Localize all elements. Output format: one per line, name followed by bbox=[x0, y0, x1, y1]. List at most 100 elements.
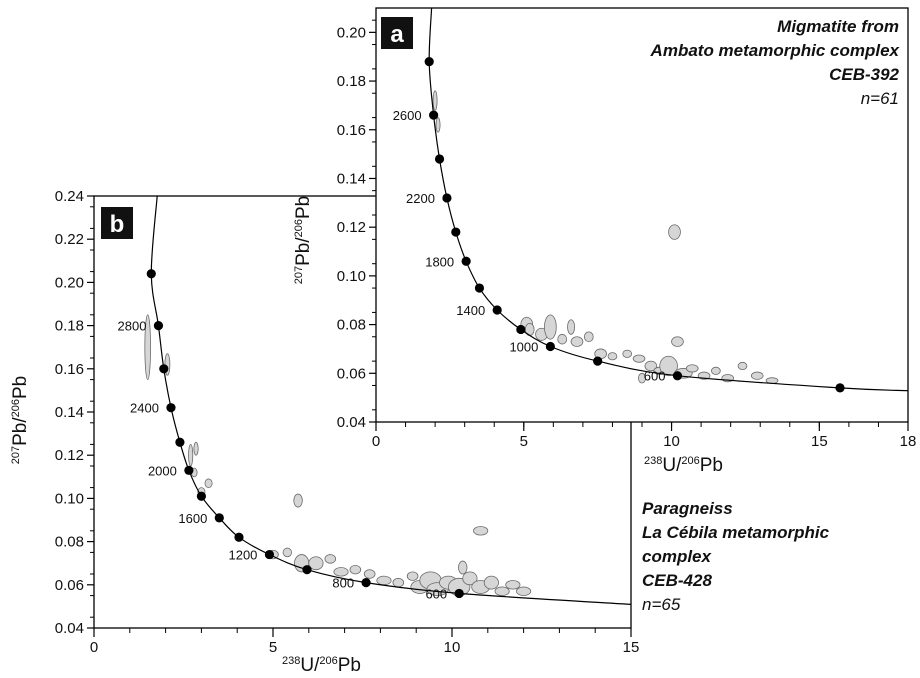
b-age-marker bbox=[361, 578, 371, 588]
b-y-tick-label: 0.20 bbox=[55, 274, 84, 291]
b-error-ellipse bbox=[282, 547, 293, 558]
panel-b-title-line: La Cébila metamorphic bbox=[642, 523, 830, 542]
a-age-marker bbox=[451, 227, 461, 237]
b-age-marker bbox=[166, 403, 176, 413]
b-age-label: 2800 bbox=[118, 319, 147, 334]
b-y-tick-label: 0.24 bbox=[55, 188, 84, 205]
b-error-ellipse bbox=[324, 554, 337, 564]
b-error-ellipse bbox=[458, 560, 468, 575]
a-error-ellipse bbox=[659, 355, 678, 377]
panel-b-y-axis-label: 207Pb/206Pb bbox=[10, 376, 31, 465]
b-error-ellipse bbox=[308, 556, 324, 571]
a-error-ellipse bbox=[432, 90, 438, 111]
a-x-tick-label: 0 bbox=[372, 433, 380, 450]
panel-b-n-label: n=65 bbox=[642, 595, 681, 614]
a-age-marker bbox=[429, 110, 439, 120]
panel-a-age-markers: 2600 2200 1800 1400 1000 600 bbox=[393, 56, 845, 393]
b-x-tick-label: 15 bbox=[623, 639, 640, 656]
a-age-label: 2200 bbox=[406, 191, 435, 206]
b-age-marker bbox=[302, 565, 312, 575]
a-y-tick-label: 0.04 bbox=[337, 414, 366, 431]
a-y-tick-label: 0.10 bbox=[337, 268, 366, 285]
b-y-tick-label: 0.14 bbox=[55, 404, 84, 421]
panel-b-letter: b bbox=[110, 211, 125, 238]
b-x-tick-label: 5 bbox=[269, 639, 277, 656]
b-error-ellipse bbox=[376, 575, 392, 586]
panel-a-title-line: Ambato metamorphic complex bbox=[650, 41, 901, 60]
a-age-marker bbox=[593, 356, 603, 366]
b-error-ellipse bbox=[494, 586, 510, 597]
panel-a-y-axis-label: 207Pb/206Pb bbox=[293, 196, 314, 285]
a-y-tick-label: 0.18 bbox=[337, 73, 366, 90]
a-error-ellipse bbox=[570, 336, 584, 347]
a-error-ellipse bbox=[435, 117, 441, 133]
panel-b-title-line: CEB-428 bbox=[642, 571, 712, 590]
panel-a-title-line: Migmatite from bbox=[777, 17, 899, 36]
b-age-marker bbox=[153, 321, 164, 331]
a-error-ellipse bbox=[685, 364, 699, 373]
panel-a-ellipses bbox=[432, 90, 779, 384]
b-error-ellipse bbox=[349, 564, 362, 575]
b-age-label: 600 bbox=[425, 586, 447, 601]
panel-a-x-axis-label: 238U/206Pb bbox=[644, 455, 723, 476]
a-error-ellipse bbox=[544, 314, 557, 340]
a-y-tick-label: 0.08 bbox=[337, 317, 366, 334]
b-error-ellipse bbox=[483, 575, 499, 590]
panel-b-ticks: 0 5 10 15 0.04 0.06 0.08 0.10 0.12 0.14 0.16 0.18 0.… bbox=[55, 188, 640, 656]
a-x-tick-label: 5 bbox=[520, 433, 528, 450]
a-age-marker bbox=[835, 383, 845, 393]
panel-a-letter-badge: a bbox=[381, 17, 413, 49]
b-x-tick-label: 10 bbox=[444, 639, 461, 656]
panel-a-chart: 2600 2200 1800 1400 1000 600 0 5 10 15 18 0.04 0.06… bbox=[293, 7, 917, 476]
b-y-tick-label: 0.04 bbox=[55, 620, 84, 637]
a-x-tick-label: 18 bbox=[900, 433, 917, 450]
a-error-ellipse bbox=[711, 366, 721, 375]
b-y-tick-label: 0.10 bbox=[55, 490, 84, 507]
a-age-marker bbox=[424, 56, 434, 67]
b-y-tick-label: 0.08 bbox=[55, 534, 84, 551]
a-error-ellipse bbox=[750, 371, 764, 380]
b-error-ellipse bbox=[505, 580, 521, 590]
b-age-marker bbox=[146, 269, 156, 279]
a-error-ellipse bbox=[737, 361, 748, 371]
b-error-ellipse bbox=[193, 441, 199, 456]
b-age-label: 2000 bbox=[148, 463, 177, 478]
b-age-marker bbox=[159, 364, 169, 374]
b-error-ellipse bbox=[333, 567, 349, 577]
panel-b-concordia-curve bbox=[150, 195, 632, 605]
b-age-marker bbox=[264, 549, 275, 560]
panel-b-age-markers: 2800 2400 2000 1600 1200 800 600 bbox=[118, 269, 464, 601]
panel-b-sample-annotation: Paragneiss La Cébila metamorphic complex… bbox=[642, 499, 830, 614]
a-age-label: 600 bbox=[644, 369, 666, 384]
b-error-ellipse bbox=[516, 586, 532, 597]
a-age-marker bbox=[461, 256, 471, 266]
b-y-tick-label: 0.12 bbox=[55, 447, 84, 464]
a-error-ellipse bbox=[644, 360, 658, 372]
a-age-label: 2600 bbox=[393, 108, 422, 123]
b-age-label: 800 bbox=[332, 576, 354, 591]
b-age-marker bbox=[184, 465, 194, 475]
b-age-marker bbox=[196, 491, 206, 501]
a-error-ellipse bbox=[671, 336, 684, 347]
b-age-label: 1200 bbox=[228, 548, 257, 563]
a-age-marker bbox=[474, 283, 485, 293]
b-age-marker bbox=[454, 588, 464, 599]
b-age-marker bbox=[234, 532, 244, 542]
b-error-ellipse bbox=[462, 571, 478, 586]
panel-b-title-line: complex bbox=[642, 547, 713, 566]
a-x-tick-label: 10 bbox=[663, 433, 680, 450]
a-age-label: 1800 bbox=[425, 254, 454, 269]
b-y-tick-label: 0.22 bbox=[55, 231, 84, 248]
panel-a-letter: a bbox=[390, 21, 404, 48]
b-age-label: 1600 bbox=[178, 511, 207, 526]
b-error-ellipse bbox=[363, 569, 376, 579]
b-error-ellipse bbox=[392, 577, 405, 588]
b-error-ellipse bbox=[406, 571, 419, 581]
a-error-ellipse bbox=[622, 349, 633, 358]
a-age-marker bbox=[492, 305, 502, 315]
a-age-marker bbox=[434, 154, 445, 164]
a-x-tick-label: 15 bbox=[811, 433, 828, 450]
a-error-ellipse bbox=[607, 352, 618, 361]
panel-b-x-axis-label: 238U/206Pb bbox=[282, 655, 361, 676]
